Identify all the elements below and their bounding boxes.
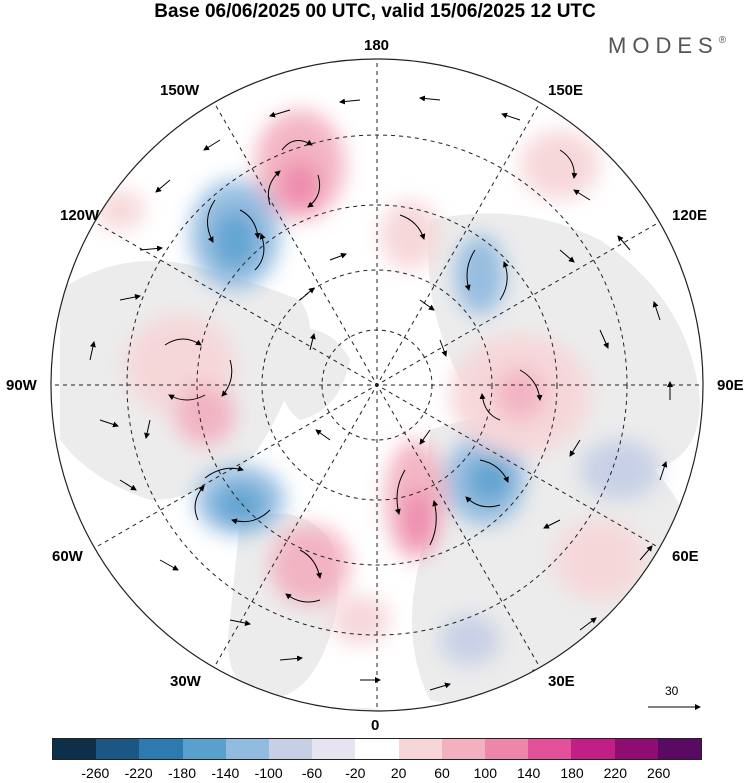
map-title: Base 06/06/2025 00 UTC, valid 15/06/2025… (154, 1, 596, 22)
colorbar-tick-label: -140 (211, 765, 240, 781)
lon-label-90e: 90E (717, 377, 744, 394)
colorbar-tick-label: -260 (81, 765, 110, 781)
colorbar-swatch (225, 739, 270, 759)
lon-label-30w: 30W (170, 673, 201, 690)
colorbar-tick-label: -100 (254, 765, 283, 781)
colorbar-swatch (485, 739, 529, 759)
lon-label-150w: 150W (160, 82, 200, 99)
colorbar-swatch (571, 739, 615, 759)
lon-label-120e: 120E (672, 207, 708, 224)
colorbar-tick-label: -220 (124, 765, 153, 781)
colorbar-swatch (441, 739, 486, 759)
map-boundary (50, 58, 704, 712)
colorbar-tick-label: 20 (390, 765, 407, 781)
colorbar-swatch (528, 739, 572, 759)
colorbar-tick-label: 140 (516, 765, 541, 781)
colorbar-swatch (139, 739, 183, 759)
brand-text: MODES (608, 33, 719, 58)
colorbar-swatch (96, 739, 140, 759)
meridians (51, 59, 703, 711)
colorbar-ticks: -260 -220 -180 -140 -100 -60 -20 20 60 100 140 180 2… (0, 765, 750, 783)
colorbar-swatch (355, 739, 399, 759)
colorbar-swatch (398, 739, 442, 759)
lon-label-60e: 60E (672, 548, 699, 565)
colorbar (52, 738, 702, 760)
colorbar-tick-label: 180 (560, 765, 584, 781)
colorbar-tick-label: -20 (345, 765, 366, 781)
modes-logo: MODES® (608, 33, 726, 59)
colorbar-tick-label: 260 (646, 765, 671, 781)
reference-vector-label: 30 (665, 684, 679, 698)
colorbar-swatch (269, 739, 313, 759)
lon-label-150e: 150E (548, 82, 584, 99)
colorbar-swatch (657, 739, 702, 759)
colorbar-swatch (53, 739, 97, 759)
colorbar-tick-label: 220 (603, 765, 628, 781)
lon-label-90w: 90W (6, 377, 37, 394)
lon-label-120w: 120W (60, 207, 100, 224)
colorbar-tick-label: -60 (301, 765, 323, 781)
colorbar-tick-label: 60 (434, 765, 450, 781)
lon-label-60w: 60W (52, 548, 83, 565)
lon-label-0: 0 (371, 717, 380, 734)
lon-label-30e: 30E (548, 673, 575, 690)
colorbar-swatch (182, 739, 226, 759)
colorbar-swatch (614, 739, 658, 759)
colorbar-swatch (312, 739, 356, 759)
wind-vectors (89, 95, 673, 691)
registered-mark: ® (718, 35, 727, 46)
colorbar-tick-label: 100 (473, 765, 498, 781)
colorbar-tick-label: -180 (167, 765, 197, 781)
lon-label-180: 180 (364, 37, 390, 54)
